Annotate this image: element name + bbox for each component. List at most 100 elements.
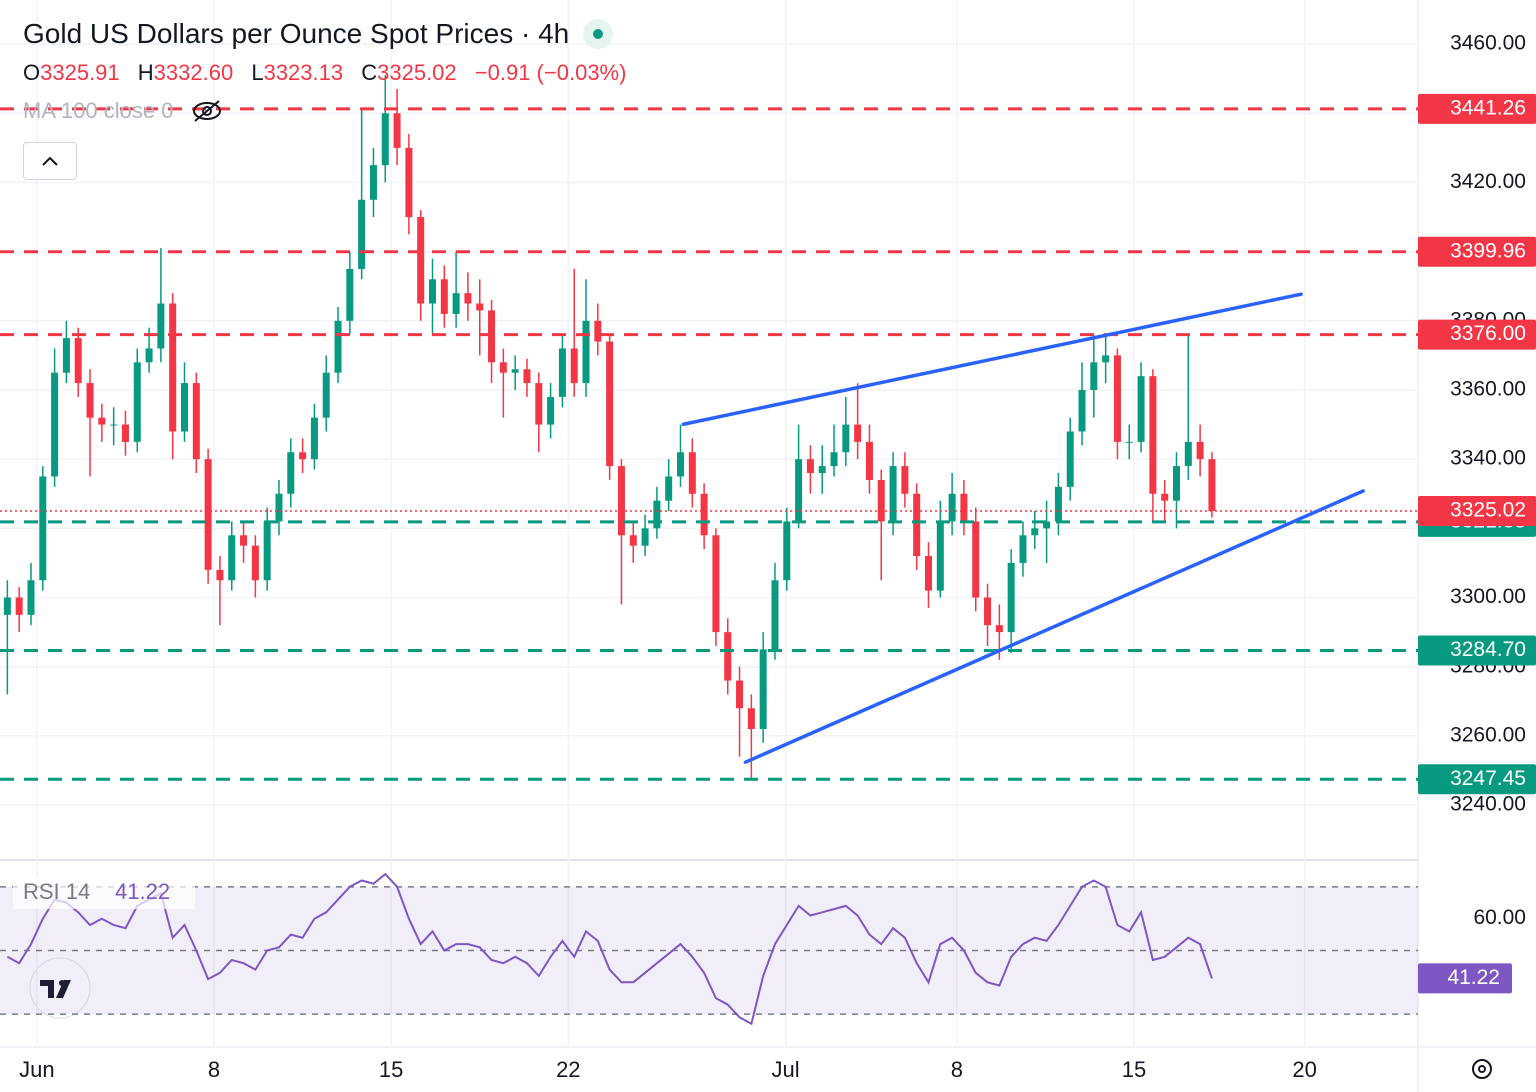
logo [29,957,91,1019]
y-tick-label: 3240.00 [1450,793,1526,816]
level-label: 3441.26 [1450,96,1526,119]
level-label: 3284.70 [1450,638,1526,661]
title-row: Gold US Dollars per Ounce Spot Prices · … [23,18,638,50]
candle-body [901,466,909,494]
candle-body [169,303,177,432]
candle-body [1172,466,1180,501]
candle-body [830,452,838,467]
candle-body [771,580,779,650]
candle-body [3,597,11,615]
candle-body [228,535,236,581]
settings-icon[interactable] [1472,1059,1492,1079]
candle-body [842,424,850,453]
hide-icon[interactable] [191,99,223,123]
candle-body [488,310,496,363]
indicator-row: MA 100 close 0 [23,98,638,124]
candle-body [1196,441,1204,460]
candle-body [1043,521,1051,529]
level-label-bg [1418,635,1536,666]
candle-body [818,466,826,474]
candle-body [358,199,366,269]
ohlc-key: O [23,60,41,85]
candle-body [924,556,932,591]
x-tick-label: 8 [208,1057,220,1082]
rsi-value-label: 41.22 [1447,966,1500,989]
candle-body [1090,362,1098,390]
rsi-line [6,872,1213,1026]
ohlc-row: O3325.91 H3332.60 L3323.13 C3325.02 −0.9… [23,60,638,86]
candle-body [1102,355,1110,363]
x-tick-label: 8 [951,1057,963,1082]
candle-body [948,493,956,522]
candle-body [1125,441,1133,443]
candle-body [157,303,165,349]
y-tick-label: 3300.00 [1450,585,1526,608]
ohlc-value: 3325.02 [377,60,457,85]
x-tick-label: 22 [556,1057,580,1082]
candle-body [806,459,814,474]
candle-body [629,535,637,546]
candle-body [617,466,625,536]
candle-body [736,680,744,709]
last-price-bg [1418,495,1536,526]
candle-body [192,383,200,460]
candle-body [240,535,248,546]
candle-body [688,452,696,494]
axes: Jun 8 15 22 Jul 8 15 203240.003260.003280.00330… [19,32,1536,1082]
candle-body [700,493,708,536]
candle-body [984,597,992,626]
candle-body [558,348,566,397]
candle-body [1208,459,1216,511]
candle-body [747,708,755,729]
candle-body [606,341,614,467]
candle-body [334,320,342,373]
ohlc-value: 3332.60 [153,60,234,85]
candle-body [1113,355,1121,442]
candle-body [275,493,283,522]
y-tick-label: 3340.00 [1450,447,1526,470]
y-tick-label: 3260.00 [1450,723,1526,746]
candle-body [15,597,23,615]
level-label: 3399.96 [1450,239,1526,262]
y-tick-label: 3420.00 [1450,170,1526,193]
candle-body [960,493,968,522]
collapse-button[interactable] [23,142,77,180]
candle-body [251,545,259,581]
ohlc-value: 3323.13 [263,60,344,85]
candle-body [854,424,862,442]
candle-body [1078,389,1086,432]
candle-body [523,369,531,384]
candle-body [877,479,885,522]
x-tick-label: 15 [379,1057,403,1082]
level-label-bg [1418,319,1536,350]
change: −0.91 (−0.03%) [474,60,627,85]
candle-body [1031,528,1039,536]
candle-body [1007,562,1015,633]
candle-body [1184,441,1192,467]
candle-body [936,521,944,591]
candle-body [263,521,271,581]
trendline [743,489,1365,764]
x-tick-label: Jul [772,1057,800,1082]
candle-body [310,417,318,460]
candle-body [27,580,35,615]
candle-body [287,452,295,494]
candle-body [98,417,106,425]
indicator: MA 100 close 0 [23,98,174,123]
candle-body [594,320,602,342]
rsi-legend-bg [13,877,195,909]
candle-body [641,528,649,546]
candle-body [381,113,389,166]
level-label: 3247.45 [1450,767,1526,790]
candle-body [759,649,767,729]
candle-body [62,338,70,373]
candle-body [653,500,661,529]
candle-body [511,369,519,373]
candle-body [995,625,1003,633]
candle-body [86,383,94,418]
ohlc-value: 3325.91 [40,60,120,85]
candle-body [582,320,590,384]
level-label-bg [1418,93,1536,124]
